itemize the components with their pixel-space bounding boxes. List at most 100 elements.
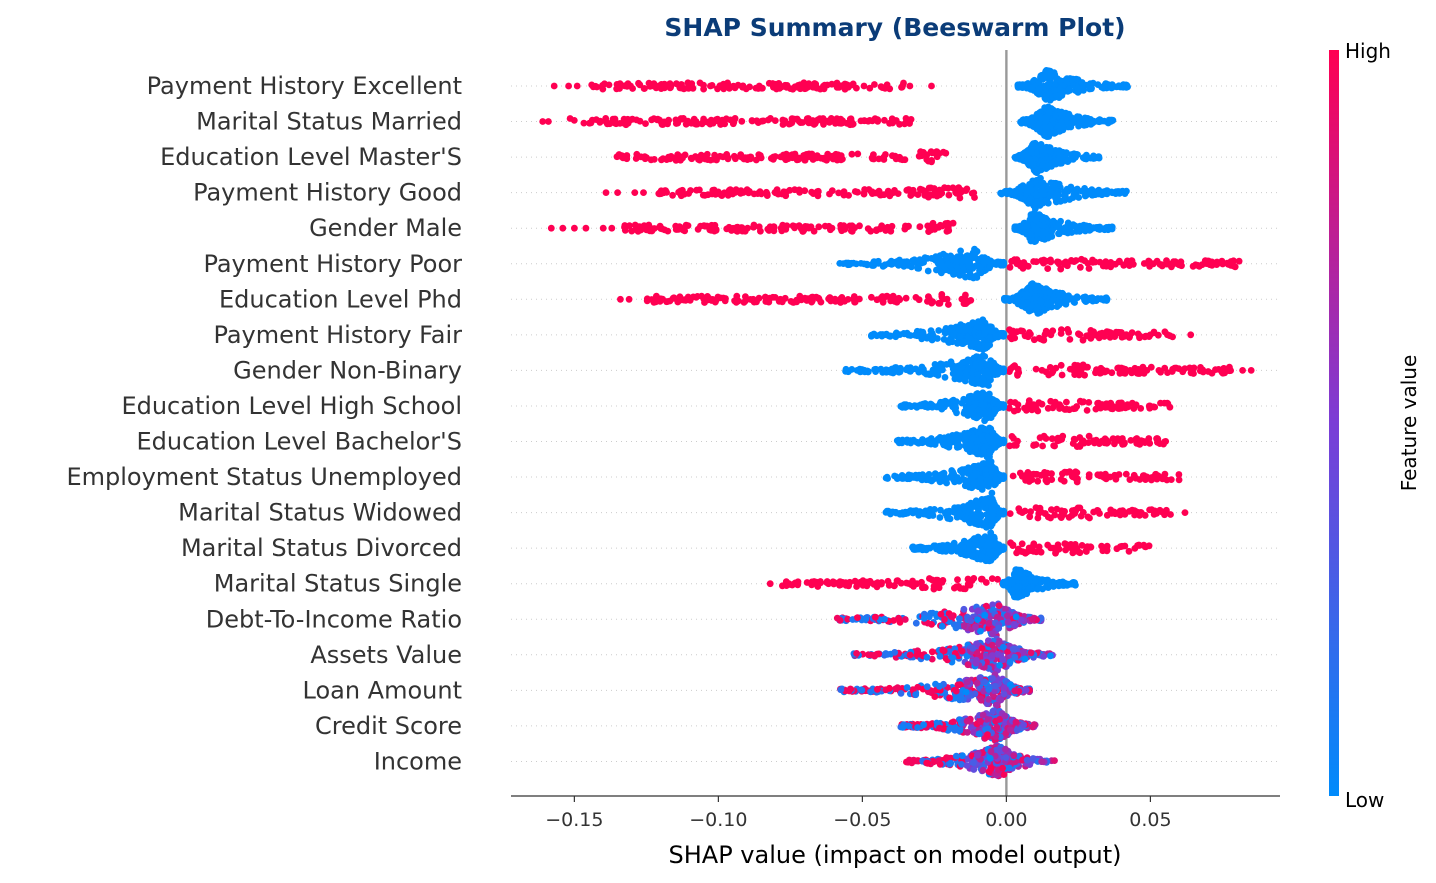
high-value-point [1181, 509, 1189, 516]
low-value-point [1000, 259, 1007, 267]
low-value-point [1079, 154, 1087, 162]
low-value-point [953, 257, 961, 265]
high-value-point [656, 222, 664, 230]
low-value-point [935, 473, 943, 480]
high-value-point [827, 226, 834, 234]
high-value-point [1052, 549, 1059, 557]
low-value-point [1053, 191, 1061, 199]
low-value-point [941, 374, 949, 381]
high-value-point [601, 80, 608, 88]
high-value-point [867, 227, 875, 235]
low-value-point [1039, 187, 1046, 195]
high-value-point [930, 185, 938, 192]
low-value-point [1045, 162, 1053, 170]
low-value-point [1037, 298, 1045, 306]
low-value-point [913, 509, 921, 516]
low-value-point [970, 478, 978, 486]
high-value-point [643, 297, 651, 305]
low-value-point [1065, 112, 1073, 120]
low-value-point [1062, 149, 1070, 157]
low-value-point [1068, 75, 1076, 83]
low-value-point [1060, 196, 1068, 204]
high-value-point [875, 155, 883, 163]
low-value-point [941, 397, 949, 405]
low-value-point [907, 439, 915, 447]
high-value-point [629, 115, 636, 123]
low-value-point [873, 332, 881, 340]
high-value-point [789, 299, 797, 306]
high-value-point [832, 150, 840, 158]
high-value-point [1145, 542, 1153, 550]
low-value-point [987, 327, 995, 335]
low-value-point [1035, 90, 1043, 98]
high-value-point [1034, 477, 1042, 485]
low-value-point [925, 370, 933, 378]
high-value-point [698, 292, 705, 300]
high-value-point [770, 227, 778, 235]
high-value-point [1085, 432, 1093, 440]
high-value-point [1120, 261, 1128, 269]
low-value-point [1121, 190, 1129, 198]
high-value-point [586, 119, 593, 127]
low-value-point [1103, 190, 1111, 198]
high-value-point [1010, 407, 1018, 415]
high-value-point [1099, 331, 1106, 338]
high-value-point [1223, 259, 1231, 267]
low-value-point [1072, 152, 1079, 160]
high-value-point [1107, 506, 1115, 514]
high-value-point [801, 156, 809, 164]
high-value-point [1125, 547, 1133, 555]
high-value-point [1058, 326, 1065, 333]
low-value-point [1050, 129, 1058, 137]
high-value-point [1094, 507, 1102, 514]
high-value-point [1175, 476, 1183, 484]
high-value-point [1158, 262, 1166, 270]
low-value-point [1045, 289, 1053, 297]
low-value-point [900, 258, 908, 266]
high-value-point [717, 121, 724, 128]
low-value-point [949, 468, 957, 476]
low-value-point [940, 441, 948, 449]
high-value-point [881, 116, 888, 124]
high-value-point [1038, 400, 1046, 408]
high-value-point [792, 223, 799, 230]
low-value-point [886, 260, 893, 267]
high-value-point [547, 224, 555, 232]
high-value-point [1071, 371, 1079, 378]
high-value-point [909, 190, 917, 197]
high-value-point [1150, 511, 1158, 518]
low-value-point [1026, 307, 1034, 315]
high-value-point [1155, 367, 1163, 374]
high-value-point [786, 186, 794, 194]
low-value-point [1058, 154, 1066, 162]
low-value-point [1000, 508, 1007, 516]
high-value-point [899, 156, 906, 164]
high-value-point [746, 83, 753, 91]
low-value-point [1048, 227, 1056, 235]
high-value-point [611, 118, 618, 126]
low-value-point [1058, 118, 1065, 126]
high-value-point [880, 191, 888, 199]
low-value-point [943, 475, 951, 482]
high-value-point [1060, 477, 1068, 485]
low-value-point [1078, 79, 1086, 86]
high-value-point [1113, 545, 1121, 553]
high-value-point [617, 295, 624, 303]
high-value-point [891, 152, 899, 160]
high-value-point [566, 115, 574, 122]
high-value-point [753, 117, 761, 125]
low-value-point [932, 253, 940, 261]
low-value-point [1046, 147, 1054, 155]
low-value-point [967, 410, 975, 417]
high-value-point [854, 188, 861, 196]
low-value-point [1123, 83, 1130, 91]
high-value-point [842, 84, 849, 92]
high-value-point [868, 154, 876, 162]
high-value-point [673, 80, 680, 88]
high-value-point [1075, 330, 1082, 338]
high-value-point [708, 82, 716, 89]
high-value-point [1124, 403, 1132, 411]
low-value-point [978, 485, 986, 492]
high-value-point [1061, 260, 1069, 268]
